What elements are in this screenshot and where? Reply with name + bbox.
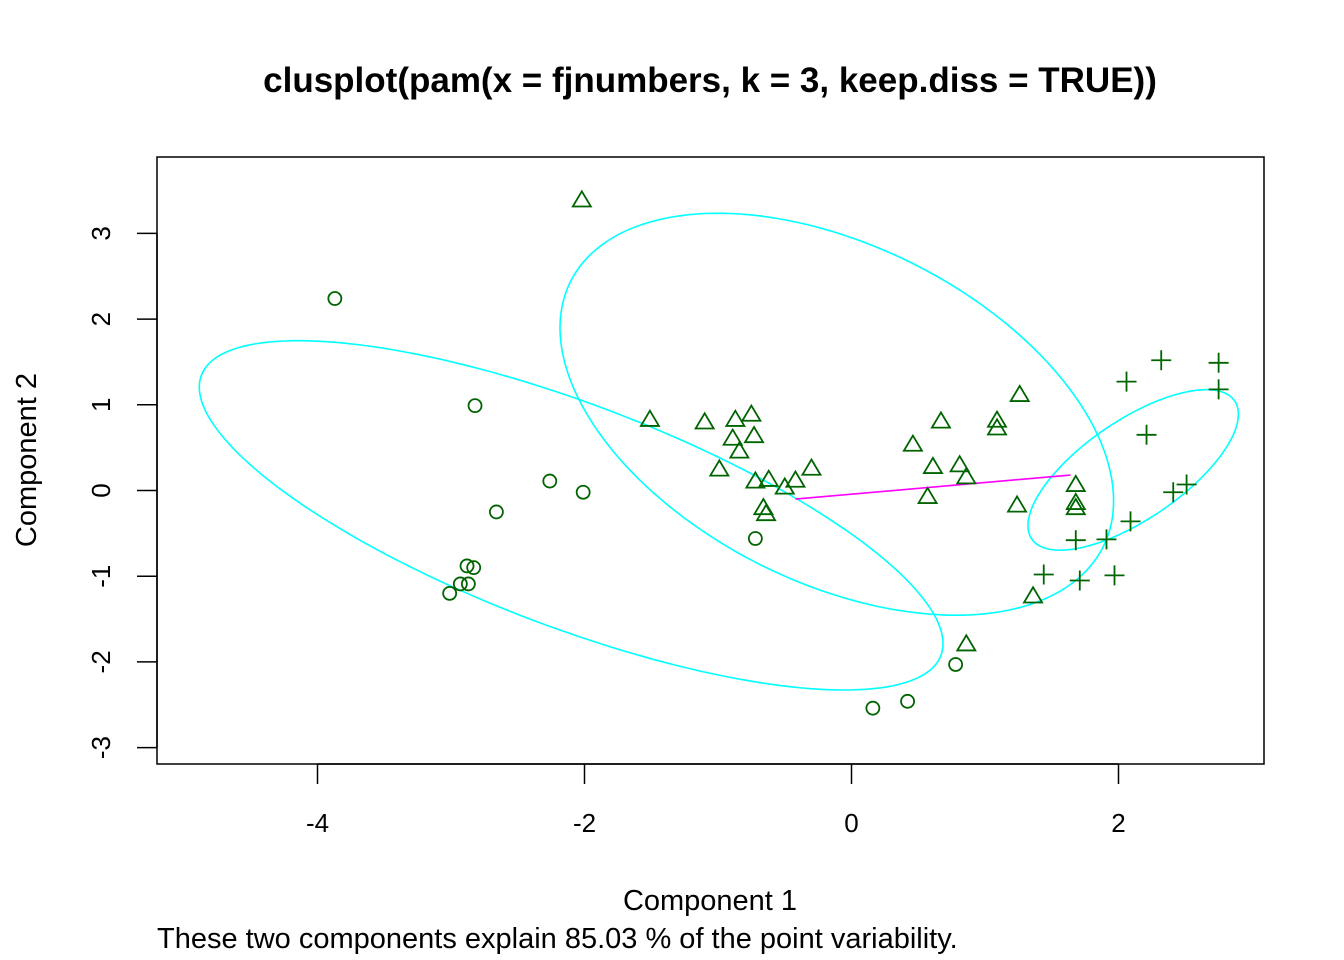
triangle-point: [955, 633, 977, 652]
plus-point: [1120, 511, 1141, 532]
triangle-point: [708, 458, 730, 477]
plus-point: [1033, 564, 1054, 585]
y-axis-label: Component 2: [11, 373, 43, 547]
y-tick-label: -2: [86, 650, 116, 673]
triangle-point: [758, 468, 780, 487]
triangle-point: [639, 408, 661, 427]
plus-point: [1163, 482, 1184, 503]
y-tick-label: -1: [86, 565, 116, 588]
plus-point: [1151, 350, 1172, 371]
x-tick-label: -2: [573, 808, 596, 838]
cluster-ellipses: [198, 212, 1240, 691]
x-axis-label: Component 1: [623, 885, 797, 917]
variability-caption: These two components explain 85.03 % of …: [157, 923, 958, 955]
triangle-point: [930, 410, 952, 429]
triangle-point: [1009, 384, 1031, 402]
x-tick-label: 0: [844, 808, 858, 838]
y-tick-label: -3: [86, 736, 116, 759]
cluster-ellipse-2: [559, 212, 1115, 617]
triangle-point: [955, 466, 977, 485]
cluster-connector-1: [795, 474, 1071, 500]
triangle-point: [1006, 494, 1028, 513]
triangle-point: [694, 411, 716, 430]
circle-point: [467, 398, 483, 414]
circle-point: [900, 693, 915, 709]
y-tick-label: 1: [86, 398, 116, 412]
circle-point: [452, 576, 468, 592]
data-points: [327, 189, 1229, 716]
cluster-ellipse-3: [1027, 388, 1240, 552]
x-axis: -4 -2 0 2: [306, 763, 1126, 838]
chart-title: clusplot(pam(x = fjnumbers, k = 3, keep.…: [263, 61, 1157, 100]
triangle-point: [784, 469, 807, 488]
y-tick-label: 2: [86, 312, 116, 326]
cluster-connectors: [795, 474, 1071, 500]
x-tick-label: -4: [306, 808, 329, 838]
circle-point: [575, 484, 591, 500]
triangle-point: [986, 409, 1008, 428]
plus-point: [1069, 570, 1090, 591]
plus-point: [1116, 371, 1137, 392]
triangle-point: [1022, 585, 1044, 604]
triangle-point: [724, 408, 746, 427]
cluster-ellipse-1: [198, 339, 944, 691]
triangle-point: [800, 457, 823, 476]
circle-point: [948, 657, 964, 672]
triangle-point: [722, 427, 744, 446]
triangle-point: [949, 454, 971, 473]
y-tick-label: 0: [86, 483, 116, 497]
triangle-point: [728, 440, 750, 459]
triangle-point: [744, 470, 766, 489]
plus-point: [1136, 424, 1157, 445]
circle-point: [747, 531, 763, 546]
plus-point: [1065, 530, 1086, 551]
plus-point: [1208, 352, 1229, 373]
triangle-point: [916, 486, 939, 504]
plus-point: [1208, 379, 1229, 400]
circle-point: [459, 558, 475, 574]
circle-point: [466, 560, 482, 576]
triangle-point: [755, 503, 777, 522]
circle-point: [442, 585, 458, 601]
triangle-point: [740, 403, 762, 422]
triangle-point: [571, 189, 593, 208]
triangle-point: [1065, 492, 1087, 510]
triangle-point: [1065, 474, 1087, 492]
triangle-point: [1065, 497, 1087, 516]
circle-point: [542, 473, 558, 489]
triangle-point: [986, 417, 1008, 436]
triangle-point: [743, 425, 765, 444]
plus-point: [1096, 529, 1117, 550]
circle-point: [488, 504, 504, 520]
circle-point: [460, 576, 476, 592]
y-axis: -3 -2 -1 0 1 2 3: [86, 226, 158, 759]
triangle-point: [922, 456, 944, 474]
triangle-point: [902, 433, 924, 452]
circle-point: [865, 700, 881, 716]
plus-point: [1104, 565, 1125, 586]
y-tick-label: 3: [86, 226, 116, 240]
circle-point: [327, 291, 343, 306]
x-tick-label: 2: [1111, 808, 1125, 838]
plus-point: [1176, 474, 1197, 495]
